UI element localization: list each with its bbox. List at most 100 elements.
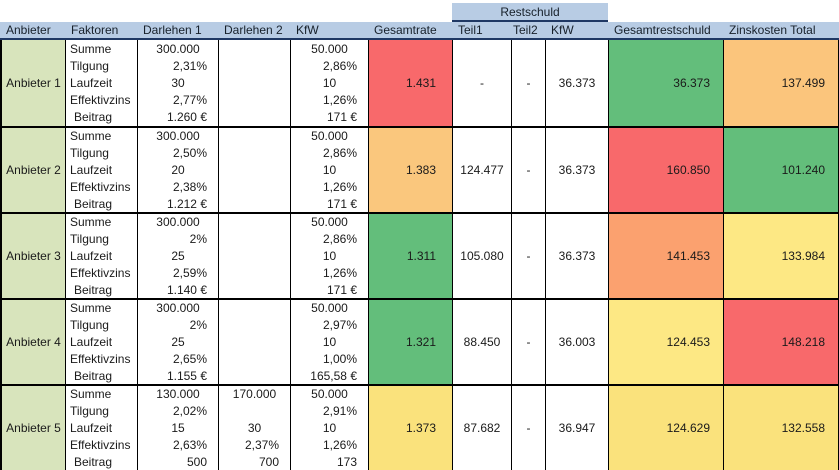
cell-value: 1.155 € bbox=[166, 368, 207, 383]
gesamtrestschuld-cell[interactable]: 124.453 bbox=[608, 300, 723, 384]
zinskosten-total-cell[interactable]: 133.984 bbox=[723, 214, 839, 298]
cell-value bbox=[219, 300, 290, 317]
darlehen1-values-cell[interactable]: 300.000 2% 25 2,59% 1.140 € bbox=[137, 214, 218, 298]
cell-value bbox=[219, 214, 290, 231]
cell-value bbox=[219, 92, 290, 109]
cell-value: 1,26% bbox=[322, 437, 357, 452]
col-header-zinskosten-total[interactable]: Zinskosten Total bbox=[729, 23, 816, 37]
kfw-restschuld-cell[interactable]: 36.373 bbox=[545, 128, 608, 212]
cell-value: 2,31% bbox=[172, 58, 207, 73]
table-header-row: Anbieter Faktoren Darlehen 1 Darlehen 2 … bbox=[0, 22, 839, 40]
gesamtrestschuld-cell[interactable]: 36.373 bbox=[608, 40, 723, 126]
factor-labels-cell[interactable]: Summe Tilgung Laufzeit Effektivzins Beitrag bbox=[65, 214, 137, 298]
col-header-teil1[interactable]: Teil1 bbox=[458, 23, 483, 37]
provider-name-cell[interactable]: Anbieter 3 bbox=[0, 214, 65, 298]
provider-name-cell[interactable]: Anbieter 2 bbox=[0, 128, 65, 212]
kfw-restschuld-cell[interactable]: 36.947 bbox=[545, 386, 608, 470]
col-header-gesamtrestschuld[interactable]: Gesamtrestschuld bbox=[614, 23, 711, 37]
zinskosten-total-cell[interactable]: 132.558 bbox=[723, 386, 839, 470]
teil2-cell[interactable]: - bbox=[511, 40, 545, 126]
gesamtrate-cell[interactable]: 1.383 bbox=[368, 128, 452, 212]
cell-value bbox=[219, 128, 290, 145]
factor-labels-cell[interactable]: Summe Tilgung Laufzeit Effektivzins Beitrag bbox=[65, 40, 137, 126]
teil2-cell[interactable]: - bbox=[511, 300, 545, 384]
darlehen1-values-cell[interactable]: 130.000 2,02% 15 2,63% 500 bbox=[137, 386, 218, 470]
provider-name-cell[interactable]: Anbieter 1 bbox=[0, 40, 65, 126]
gesamtrate-cell[interactable]: 1.431 bbox=[368, 40, 452, 126]
col-header-darlehen2[interactable]: Darlehen 2 bbox=[224, 23, 283, 37]
factor-label: Summe bbox=[70, 301, 112, 316]
col-header-faktoren[interactable]: Faktoren bbox=[71, 23, 119, 37]
factor-labels-cell[interactable]: Summe Tilgung Laufzeit Effektivzins Beitrag bbox=[65, 300, 137, 384]
kfw-values-cell[interactable]: 50.000 2,86% 10 1,26% 171 € bbox=[290, 40, 368, 126]
zinskosten-total-cell[interactable]: 101.240 bbox=[723, 128, 839, 212]
zinskosten-total-cell[interactable]: 137.499 bbox=[723, 40, 839, 126]
darlehen1-values-cell[interactable]: 300.000 2,50% 20 2,38% 1.212 € bbox=[137, 128, 218, 212]
darlehen2-values-cell[interactable] bbox=[218, 40, 290, 126]
teil1-cell[interactable]: - bbox=[452, 40, 511, 126]
cell-value bbox=[219, 248, 290, 265]
cell-value bbox=[219, 281, 290, 298]
teil1-cell[interactable]: 124.477 bbox=[452, 128, 511, 212]
gesamtrate-cell[interactable]: 1.311 bbox=[368, 214, 452, 298]
darlehen2-values-cell[interactable] bbox=[218, 300, 290, 384]
cell-value bbox=[219, 162, 290, 179]
col-header-teil2[interactable]: Teil2 bbox=[513, 23, 538, 37]
teil1-cell[interactable]: 105.080 bbox=[452, 214, 511, 298]
factor-labels-cell[interactable]: Summe Tilgung Laufzeit Effektivzins Beitrag bbox=[65, 386, 137, 470]
cell-value bbox=[219, 403, 290, 420]
cell-value bbox=[219, 264, 290, 281]
cell-value: 25 bbox=[171, 334, 185, 349]
kfw-restschuld-cell[interactable]: 36.003 bbox=[545, 300, 608, 384]
col-header-gesamtrate[interactable]: Gesamtrate bbox=[374, 23, 437, 37]
factor-label: Beitrag bbox=[74, 196, 113, 211]
factor-label: Tilgung bbox=[70, 232, 109, 247]
kfw-restschuld-cell[interactable]: 36.373 bbox=[545, 214, 608, 298]
darlehen2-values-cell[interactable] bbox=[218, 214, 290, 298]
col-header-kfw-restschuld[interactable]: KfW bbox=[551, 23, 574, 37]
cell-value: 2,02% bbox=[172, 404, 207, 419]
darlehen2-values-cell[interactable]: 170.000 30 2,37% 700 bbox=[218, 386, 290, 470]
teil2-cell[interactable]: - bbox=[511, 214, 545, 298]
kfw-values-cell[interactable]: 50.000 2,97% 10 1,00% 165,58 € bbox=[290, 300, 368, 384]
gesamtrestschuld-cell[interactable]: 141.453 bbox=[608, 214, 723, 298]
cell-value: 173 bbox=[336, 454, 357, 469]
cell-value bbox=[219, 109, 290, 126]
col-header-darlehen1[interactable]: Darlehen 1 bbox=[143, 23, 202, 37]
teil2-cell[interactable]: - bbox=[511, 386, 545, 470]
cell-value: 2,63% bbox=[172, 437, 207, 452]
zinskosten-total-cell[interactable]: 148.218 bbox=[723, 300, 839, 384]
darlehen1-values-cell[interactable]: 300.000 2,31% 30 2,77% 1.260 € bbox=[137, 40, 218, 126]
cell-value: 2,86% bbox=[322, 146, 357, 161]
gesamtrestschuld-cell[interactable]: 124.629 bbox=[608, 386, 723, 470]
factor-label: Summe bbox=[70, 215, 112, 230]
teil1-cell[interactable]: 87.682 bbox=[452, 386, 511, 470]
cell-value: 50.000 bbox=[311, 41, 348, 56]
kfw-values-cell[interactable]: 50.000 2,86% 10 1,26% 171 € bbox=[290, 214, 368, 298]
kfw-values-cell[interactable]: 50.000 2,91% 10 1,26% 173 bbox=[290, 386, 368, 470]
darlehen1-values-cell[interactable]: 300.000 2% 25 2,65% 1.155 € bbox=[137, 300, 218, 384]
gesamtrate-cell[interactable]: 1.321 bbox=[368, 300, 452, 384]
factor-label: Tilgung bbox=[70, 404, 109, 419]
col-header-kfw[interactable]: KfW bbox=[296, 23, 319, 37]
gesamtrestschuld-cell[interactable]: 160.850 bbox=[608, 128, 723, 212]
cell-value: 20 bbox=[171, 162, 185, 177]
kfw-restschuld-cell[interactable]: 36.373 bbox=[545, 40, 608, 126]
cell-value: 2,97% bbox=[322, 318, 357, 333]
gesamtrate-cell[interactable]: 1.373 bbox=[368, 386, 452, 470]
col-header-anbieter[interactable]: Anbieter bbox=[6, 23, 51, 37]
cell-value: 50.000 bbox=[311, 129, 348, 144]
cell-value: 30 bbox=[247, 420, 262, 435]
factor-labels-cell[interactable]: Summe Tilgung Laufzeit Effektivzins Beitrag bbox=[65, 128, 137, 212]
cell-value: 2,38% bbox=[172, 179, 207, 194]
teil1-cell[interactable]: 88.450 bbox=[452, 300, 511, 384]
provider-name-cell[interactable]: Anbieter 4 bbox=[0, 300, 65, 384]
kfw-values-cell[interactable]: 50.000 2,86% 10 1,26% 171 € bbox=[290, 128, 368, 212]
cell-value: 171 € bbox=[326, 282, 357, 297]
cell-value: 300.000 bbox=[156, 301, 200, 316]
factor-label: Laufzeit bbox=[70, 162, 113, 177]
cell-value: 25 bbox=[171, 248, 185, 263]
provider-name-cell[interactable]: Anbieter 5 bbox=[0, 386, 65, 470]
darlehen2-values-cell[interactable] bbox=[218, 128, 290, 212]
teil2-cell[interactable]: - bbox=[511, 128, 545, 212]
